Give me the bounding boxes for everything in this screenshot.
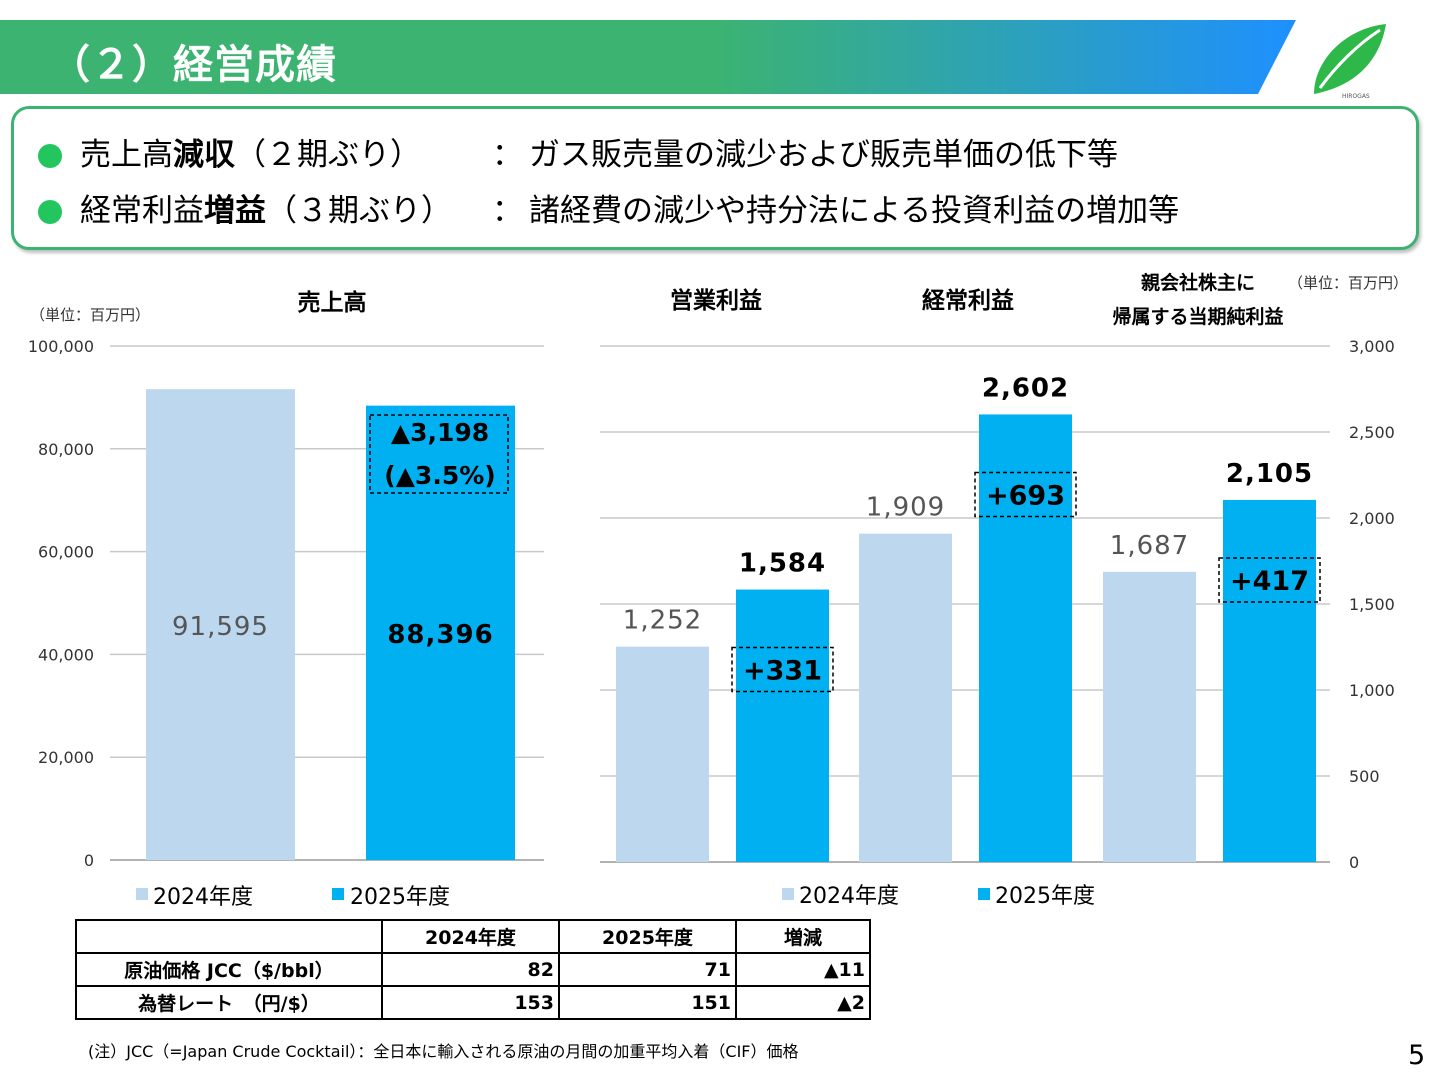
y-tick-label: 1,500	[1349, 595, 1395, 614]
summary-desc: ガス販売量の減少および販売単価の低下等	[529, 137, 1118, 173]
y-tick-label: 100,000	[28, 337, 94, 356]
y-tick-label: 500	[1349, 767, 1380, 786]
summary-bold: 減収	[173, 137, 235, 173]
table-row: 原油価格 JCC（$/bbl） 82 71 ▲11	[75, 952, 871, 987]
header-background	[0, 20, 1296, 94]
summary-box: 売上高減収（２期ぶり） ： ガス販売量の減少および販売単価の低下等 経常利益増益…	[11, 106, 1419, 250]
hirogas-leaf-logo: HIROGAS	[1314, 24, 1386, 100]
category-title: 営業利益	[670, 287, 762, 314]
table-cell: ▲11	[735, 952, 871, 987]
data-label: 88,396	[387, 620, 493, 650]
table-cell: ▲2	[735, 985, 871, 1020]
summary-bold: 増益	[204, 193, 266, 229]
summary-prefix: 売上高	[80, 137, 173, 173]
data-label: 1,909	[866, 493, 945, 523]
chart-title: 売上高	[298, 289, 367, 316]
diff-label: +331	[743, 656, 822, 687]
data-label: 1,584	[739, 549, 826, 579]
summary-paren: （２期ぶり）	[235, 137, 421, 173]
market-data-table: 2024年度 2025年度 増減 原油価格 JCC（$/bbl） 82 71 ▲…	[75, 919, 871, 1020]
legend-swatch-2025	[978, 888, 990, 900]
bullet-icon	[38, 144, 62, 168]
legend-label: 2024年度	[153, 885, 253, 910]
table-header-cell: 2024年度	[381, 919, 560, 954]
table-header-cell: 2025年度	[558, 919, 737, 954]
bar-親会社株主に帰属する当期純利益-2024年度	[1103, 571, 1196, 862]
table-header-cell	[75, 919, 383, 954]
y-tick-label: 2,000	[1349, 509, 1395, 528]
bar-親会社株主に帰属する当期純利益-2025年度	[1223, 499, 1316, 862]
y-tick-label: 0	[1349, 853, 1359, 872]
unit-label: （単位：百万円）	[1288, 274, 1408, 292]
summary-paren: （３期ぶり）	[266, 193, 452, 229]
table-cell: 153	[381, 985, 560, 1020]
unit-label: （単位：百万円）	[30, 306, 150, 324]
header-band: （２）経営成績	[0, 20, 1440, 94]
y-tick-label: 3,000	[1349, 337, 1395, 356]
summary-desc: 諸経費の減少や持分法による投資利益の増加等	[529, 193, 1180, 229]
category-title: 帰属する当期純利益	[1112, 305, 1283, 328]
page-number: 5	[1408, 1040, 1426, 1071]
logo-text: HIROGAS	[1342, 93, 1370, 100]
bar-経常利益-2024年度	[859, 533, 952, 862]
charts-area: 0 20,000 40,000 60,000 80,000 100,000 （単位：百万円）…	[28, 271, 1408, 910]
legend-swatch-2024	[782, 888, 794, 900]
diff-label: +693	[986, 480, 1065, 511]
bar-営業利益-2025年度	[736, 589, 829, 862]
table-header-cell: 増減	[735, 919, 871, 954]
change-amount-label: ▲3,198	[391, 418, 489, 447]
page-title: （２）経営成績	[50, 42, 337, 88]
legend-label: 2024年度	[799, 884, 899, 909]
data-label: 2,602	[982, 373, 1069, 403]
bar-sales-2024年度	[146, 389, 295, 860]
legend-label: 2025年度	[995, 884, 1095, 909]
footnote: (注）JCC（=Japan Crude Cocktail）：全日本に輸入される原…	[88, 1042, 799, 1061]
legend-label: 2025年度	[350, 885, 450, 910]
y-tick-label: 2,500	[1349, 423, 1395, 442]
data-label: 91,595	[172, 612, 269, 642]
change-percent-label: (▲3.5%)	[384, 461, 495, 490]
y-tick-label: 40,000	[38, 645, 94, 664]
y-tick-label: 0	[84, 851, 94, 870]
y-tick-label: 1,000	[1349, 681, 1395, 700]
table-row-label: 原油価格 JCC（$/bbl）	[75, 952, 383, 987]
category-title: 親会社株主に	[1141, 271, 1255, 294]
summary-colon: ：	[492, 137, 523, 173]
bullet-icon	[38, 200, 62, 224]
y-tick-label: 80,000	[38, 440, 94, 459]
y-tick-label: 60,000	[38, 543, 94, 562]
data-label: 1,687	[1110, 531, 1189, 561]
legend-swatch-2025	[332, 888, 344, 900]
y-tick-label: 20,000	[38, 748, 94, 767]
bar-営業利益-2024年度	[616, 646, 709, 862]
table-cell: 82	[381, 952, 560, 987]
summary-colon: ：	[492, 193, 523, 229]
category-title: 経常利益	[922, 287, 1014, 314]
bar-sales-2025年度	[366, 405, 515, 860]
table-cell: 151	[558, 985, 737, 1020]
diff-annotation-box	[974, 471, 1077, 518]
data-label: 1,252	[623, 606, 702, 636]
table-row: 為替レート （円/$） 153 151 ▲2	[75, 985, 871, 1020]
diff-annotation-box	[1218, 557, 1321, 603]
data-label: 2,105	[1226, 459, 1313, 489]
diff-annotation-box	[731, 646, 834, 693]
legend-swatch-2024	[136, 888, 148, 900]
table-row-label: 為替レート （円/$）	[75, 985, 383, 1020]
diff-label: +417	[1230, 566, 1309, 597]
change-annotation-box	[369, 414, 509, 494]
bar-経常利益-2025年度	[979, 414, 1072, 862]
table-cell: 71	[558, 952, 737, 987]
summary-prefix: 経常利益	[80, 193, 204, 229]
table-header-row: 2024年度 2025年度 増減	[75, 919, 871, 954]
